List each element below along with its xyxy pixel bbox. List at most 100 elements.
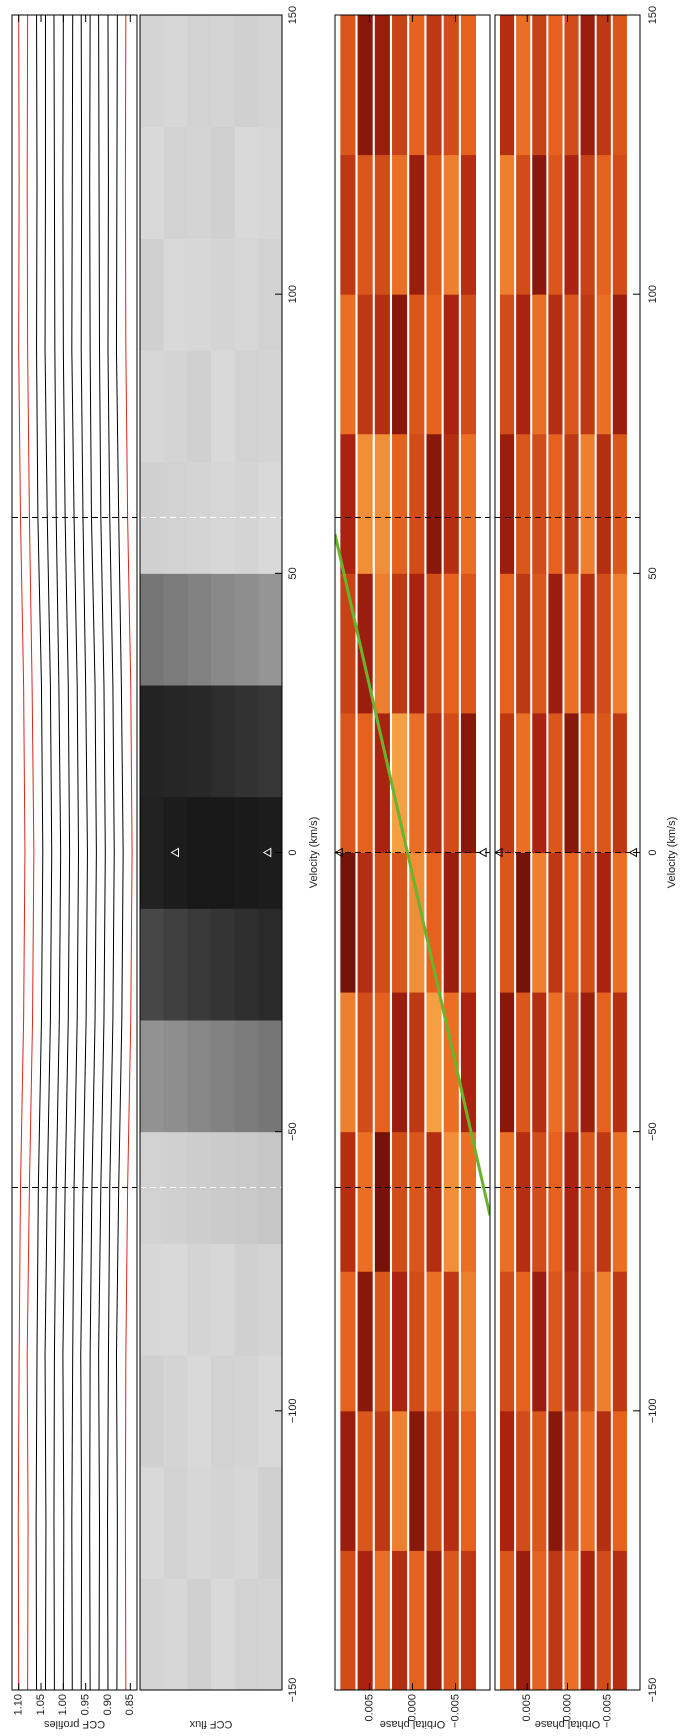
heatmap-cell (596, 712, 611, 853)
heatmap-cell (460, 573, 477, 714)
heatmap-cell (163, 15, 188, 128)
heatmap-cell (460, 712, 477, 853)
heatmap-cell (234, 573, 259, 686)
heatmap-cell (187, 573, 212, 686)
heatmap-cell (532, 154, 547, 295)
heatmap-cell (187, 1466, 212, 1579)
heatmap-cell (409, 1410, 425, 1551)
heatmap-cell (548, 992, 563, 1133)
heatmap-cell (258, 1020, 282, 1133)
y-tick-label: 0.85 (124, 1694, 136, 1715)
heatmap-cell (516, 573, 531, 714)
heatmap-cell (596, 1131, 611, 1272)
y-tick-label: −0.005 (602, 1694, 614, 1728)
heatmap-cell (612, 1550, 627, 1690)
heatmap-cell (392, 294, 408, 435)
y-axis-label: Orbital phase (535, 1718, 600, 1730)
heatmap-cell (234, 1466, 259, 1579)
y-tick-label: 0.005 (521, 1694, 533, 1722)
heatmap-cell (580, 1131, 595, 1272)
heatmap-cell (564, 1410, 579, 1551)
heatmap-cell (443, 433, 459, 574)
heatmap-cell (426, 992, 442, 1133)
heatmap-cell (374, 712, 390, 853)
heatmap-cell (426, 433, 442, 574)
ccf-profile (53, 15, 62, 1690)
heatmap-cell (426, 1271, 442, 1412)
heatmap-cell (580, 1410, 595, 1551)
heatmap-cell (392, 1131, 408, 1272)
heatmap-cell (532, 712, 547, 853)
heatmap-cell (187, 685, 212, 798)
heatmap-cell (258, 238, 282, 351)
heatmap-cell (548, 1131, 563, 1272)
heatmap-cell (580, 433, 595, 574)
heatmap-cell (564, 154, 579, 295)
heatmap-cell (580, 154, 595, 295)
heatmap-cell (564, 1550, 579, 1690)
heatmap-cell (548, 712, 563, 853)
heatmap-cell (580, 712, 595, 853)
heatmap-cell (612, 992, 627, 1133)
heatmap-cell (409, 1131, 425, 1272)
transit-marker (478, 847, 487, 858)
heatmap-cell (374, 1131, 390, 1272)
heatmap-cell (612, 1131, 627, 1272)
heatmap-cell (340, 1550, 356, 1690)
y-tick-label: 0.005 (363, 1694, 375, 1722)
y-tick-label: 1.10 (13, 1694, 25, 1715)
heatmap-cell (374, 1271, 390, 1412)
heatmap-cell (163, 908, 188, 1021)
x-tick-label: −150 (287, 1678, 299, 1703)
heatmap-cell (187, 238, 212, 351)
heatmap-cell (187, 1355, 212, 1468)
heatmap-cell (357, 1550, 373, 1690)
heatmap-cell (163, 796, 188, 909)
heatmap-cell (211, 238, 236, 351)
heatmap-cell (500, 1410, 515, 1551)
heatmap-cell (596, 992, 611, 1133)
transit-marker (262, 847, 272, 858)
x-tick-label: 150 (647, 6, 659, 24)
x-tick-label: 100 (287, 285, 299, 303)
heatmap-cell (564, 1131, 579, 1272)
heatmap-cell (211, 908, 236, 1021)
heatmap-cell (532, 1131, 547, 1272)
y-axis-label: Orbital phase (380, 1718, 445, 1730)
heatmap-cell (564, 433, 579, 574)
heatmap-cell (596, 433, 611, 574)
heatmap-cell (548, 852, 563, 993)
heatmap-cell (140, 1578, 165, 1690)
plot-area (12, 15, 137, 1690)
heatmap-cell (234, 238, 259, 351)
heatmap-cell (258, 15, 282, 128)
heatmap-cell (580, 294, 595, 435)
heatmap-cell (443, 1271, 459, 1412)
heatmap-cell (516, 1410, 531, 1551)
heatmap-cell (612, 154, 627, 295)
heatmap-cell (357, 1271, 373, 1412)
heatmap-cell (374, 433, 390, 574)
heatmap-cell (140, 350, 165, 463)
heatmap-cell (392, 15, 408, 156)
heatmap-cell (211, 126, 236, 239)
heatmap-cell (516, 15, 531, 156)
heatmap-cell (516, 1131, 531, 1272)
heatmap-cell (500, 1550, 515, 1690)
heatmap-cell (392, 433, 408, 574)
heatmap-cell (258, 908, 282, 1021)
y-tick-label: −0.005 (449, 1694, 461, 1728)
heatmap-cell (516, 1271, 531, 1412)
heatmap-cell (258, 1578, 282, 1690)
heatmap-cell (140, 685, 165, 798)
x-tick-label: 0 (647, 849, 659, 855)
heatmap-cell (596, 154, 611, 295)
x-tick-label: −150 (647, 1678, 659, 1703)
ccf-profile (115, 15, 124, 1690)
heatmap-cell (500, 992, 515, 1133)
heatmap-cell (516, 852, 531, 993)
heatmap-cell (443, 712, 459, 853)
heatmap-cell (392, 573, 408, 714)
heatmap-cell (357, 992, 373, 1133)
